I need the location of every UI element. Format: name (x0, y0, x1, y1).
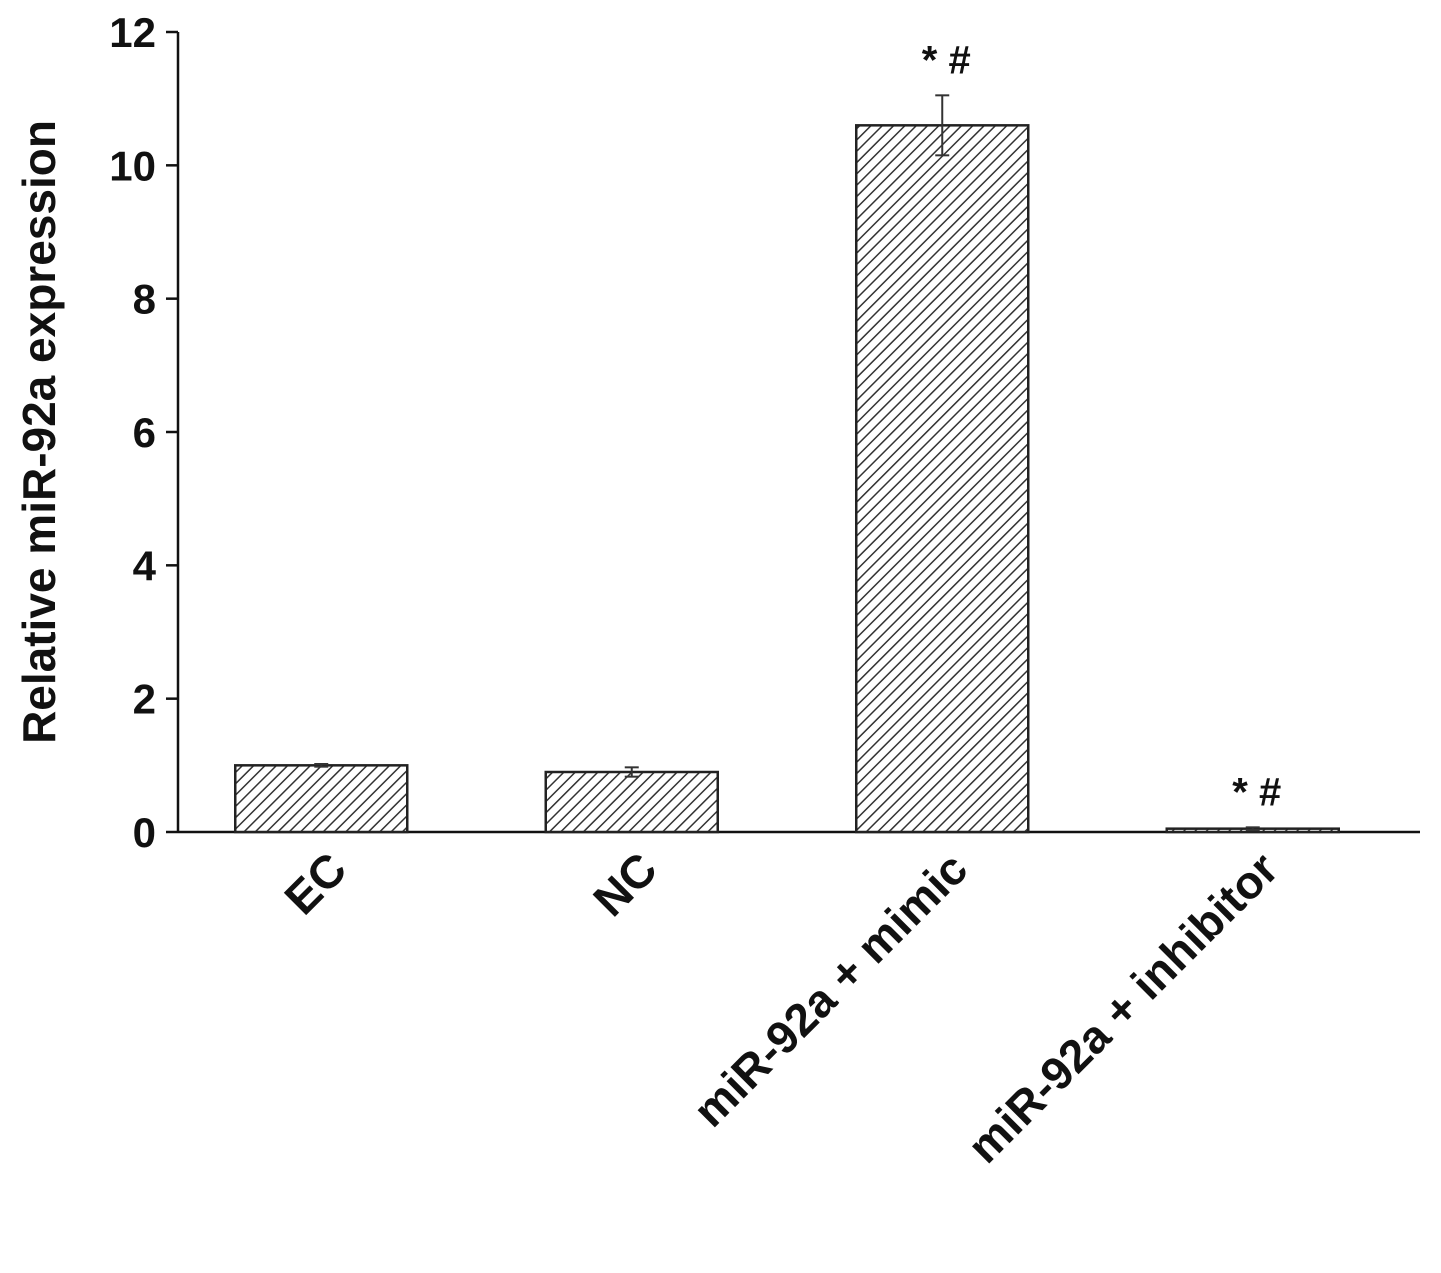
y-tick-label-10: 10 (109, 142, 156, 189)
bar-1 (544, 770, 719, 834)
bar-0 (234, 764, 409, 834)
category-label-2: miR-92a + mimic (683, 842, 977, 1136)
category-label-3: miR-92a + inhibitor (957, 842, 1288, 1173)
y-tick-label-8: 8 (133, 276, 156, 323)
y-tick-label-12: 12 (109, 9, 156, 56)
category-label-1: NC (583, 842, 667, 926)
bar-2 (855, 124, 1030, 834)
error-bars (314, 94, 1260, 831)
y-tick-label-2: 2 (133, 676, 156, 723)
y-tick-label-0: 0 (133, 809, 156, 856)
category-label-0: EC (274, 842, 356, 924)
y-axis: 0 2 4 6 8 10 12 (109, 9, 180, 856)
significance-annotations: * # * # (922, 38, 1281, 814)
y-tick-label-6: 6 (133, 409, 156, 456)
y-axis-label: Relative miR-92a expression (13, 120, 65, 744)
significance-label-2: * # (922, 38, 971, 82)
significance-label-3: * # (1232, 770, 1281, 814)
y-tick-label-4: 4 (133, 542, 157, 589)
bars (234, 124, 1340, 834)
